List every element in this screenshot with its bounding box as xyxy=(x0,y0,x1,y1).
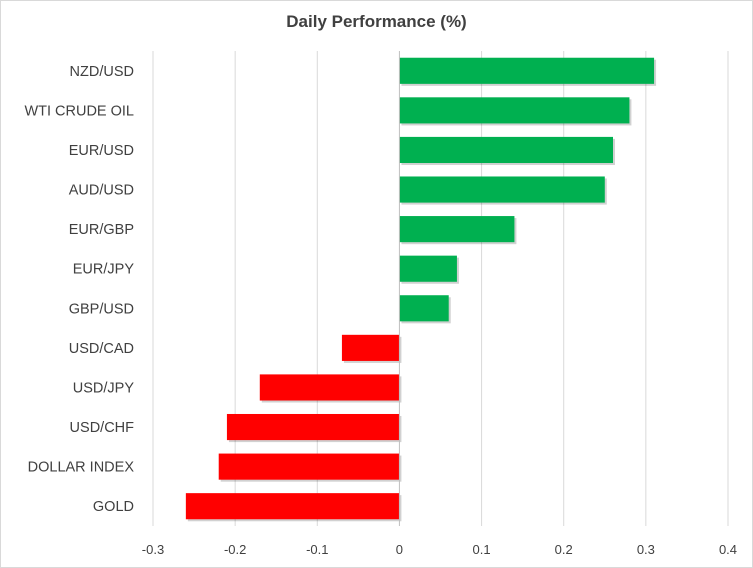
category-label: EUR/USD xyxy=(69,143,134,159)
category-label: AUD/USD xyxy=(69,183,134,199)
category-label: GBP/USD xyxy=(69,301,134,317)
bar-wti-crude-oil xyxy=(399,97,630,124)
category-label: GOLD xyxy=(93,499,134,515)
x-tick-label: 0 xyxy=(396,542,403,557)
category-label: USD/CAD xyxy=(69,341,134,357)
grid-lines xyxy=(152,51,729,526)
x-tick-label: -0.1 xyxy=(306,542,328,557)
bar-usd-jpy xyxy=(259,374,400,401)
bar-gbp-usd xyxy=(399,295,449,322)
category-label: USD/JPY xyxy=(73,380,135,396)
x-tick-label: 0.1 xyxy=(473,542,491,557)
x-tick-label: -0.2 xyxy=(224,542,246,557)
x-tick-label: 0.3 xyxy=(637,542,655,557)
bar-usd-cad xyxy=(341,334,400,361)
bar-usd-chf xyxy=(226,413,400,441)
x-tick-label: 0.2 xyxy=(555,542,573,557)
category-label: WTI CRUDE OIL xyxy=(24,103,134,119)
category-label: EUR/GBP xyxy=(69,222,134,238)
category-label: EUR/JPY xyxy=(73,262,135,278)
category-labels: NZD/USD WTI CRUDE OIL EUR/USD AUD/USD EUR/GB… xyxy=(24,64,134,515)
bar-eur-jpy xyxy=(399,255,457,282)
bar-nzd-usd xyxy=(399,57,655,84)
category-label: DOLLAR INDEX xyxy=(28,460,135,476)
bars xyxy=(185,57,657,522)
tick-labels: -0.3 -0.2 -0.1 0 0.1 0.2 0.3 0.4 xyxy=(142,542,737,557)
bar-eur-gbp xyxy=(399,216,515,243)
chart-title: Daily Performance (%) xyxy=(286,12,467,31)
bar-dollar-index xyxy=(218,453,400,480)
category-label: NZD/USD xyxy=(70,64,134,80)
x-tick-label: -0.3 xyxy=(142,542,164,557)
x-tick-label: 0.4 xyxy=(719,542,737,557)
category-label: USD/CHF xyxy=(70,420,135,436)
bar-gold xyxy=(185,493,400,520)
bar-eur-usd xyxy=(399,136,613,164)
bar-aud-usd xyxy=(399,176,605,203)
